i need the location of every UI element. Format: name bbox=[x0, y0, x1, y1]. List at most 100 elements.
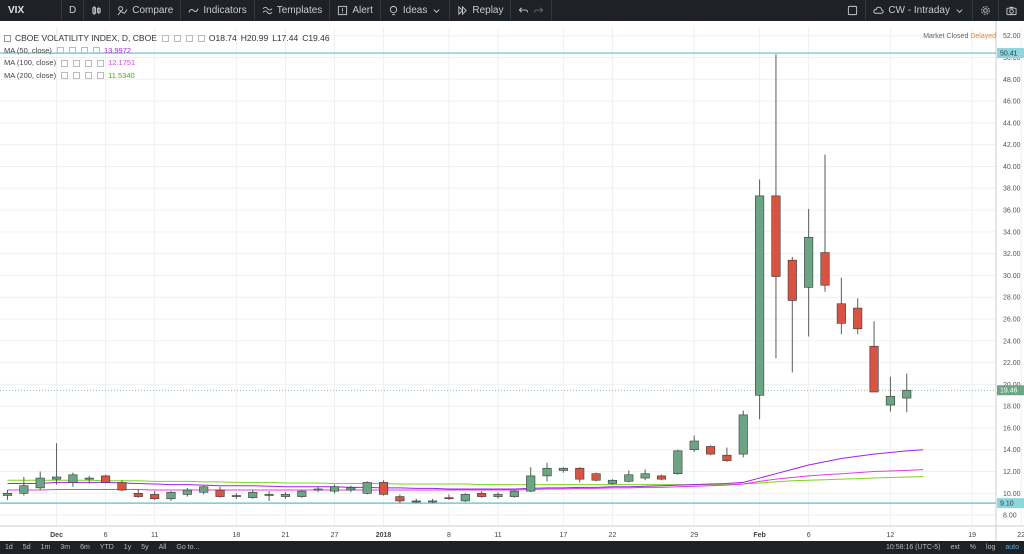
templates-label: Templates bbox=[276, 5, 323, 16]
x-tick-label: 12 bbox=[887, 532, 895, 539]
range-6m[interactable]: 6m bbox=[80, 544, 90, 551]
range-ytd[interactable]: YTD bbox=[99, 544, 114, 551]
indicator-control[interactable] bbox=[73, 59, 81, 67]
x-tick-label: 11 bbox=[151, 532, 158, 539]
templates-button[interactable]: Templates bbox=[255, 0, 331, 21]
indicator-control[interactable] bbox=[73, 72, 81, 80]
symbol-search[interactable]: VIX bbox=[0, 0, 62, 21]
candle-body bbox=[722, 454, 732, 461]
candle-body bbox=[836, 303, 846, 324]
candle-body bbox=[248, 491, 258, 498]
redo-icon[interactable] bbox=[533, 5, 544, 16]
replay-icon bbox=[458, 5, 468, 16]
replay-button[interactable]: Replay bbox=[450, 0, 512, 21]
candle-body bbox=[509, 490, 519, 497]
indicator-control[interactable] bbox=[61, 72, 69, 80]
gear-icon bbox=[981, 6, 990, 15]
alert-button[interactable]: Alert bbox=[330, 0, 381, 21]
legend-ma200[interactable]: MA (200, close) 11.5340 bbox=[4, 70, 330, 83]
range-1m[interactable]: 1m bbox=[40, 544, 51, 551]
indicators-icon bbox=[188, 8, 199, 13]
percent-toggle[interactable]: % bbox=[969, 544, 977, 551]
series-control[interactable] bbox=[173, 34, 181, 42]
y-tick-label: 32.00 bbox=[1003, 251, 1021, 258]
range-3m[interactable]: 3m bbox=[60, 544, 71, 551]
candle-body bbox=[84, 477, 94, 480]
cloud-icon bbox=[873, 6, 884, 14]
ma200-value: 11.5340 bbox=[108, 70, 135, 80]
x-tick-label: 19 bbox=[968, 532, 976, 539]
compare-button[interactable]: Compare bbox=[110, 0, 182, 21]
undo-icon[interactable] bbox=[518, 5, 529, 16]
y-tick-label: 18.00 bbox=[1003, 404, 1021, 411]
indicator-control[interactable] bbox=[85, 59, 93, 67]
candle-body bbox=[558, 467, 568, 471]
ma100-value: 12.1751 bbox=[108, 58, 136, 67]
settings-button[interactable] bbox=[973, 0, 999, 21]
candle-body bbox=[591, 473, 601, 481]
series-control[interactable] bbox=[161, 34, 169, 42]
ideas-button[interactable]: Ideas bbox=[381, 0, 451, 21]
candle-body bbox=[771, 195, 781, 277]
indicators-button[interactable]: Indicators bbox=[181, 0, 255, 21]
chart-type-button[interactable] bbox=[84, 0, 111, 21]
y-tick-label: 16.00 bbox=[1003, 425, 1021, 432]
ext-toggle[interactable]: ext bbox=[950, 544, 960, 551]
candle-body bbox=[640, 473, 650, 479]
range-5d[interactable]: 5d bbox=[22, 544, 31, 551]
candle-body bbox=[182, 489, 192, 495]
log-toggle[interactable]: log bbox=[986, 544, 996, 551]
range-5y[interactable]: 5y bbox=[141, 544, 149, 551]
indicator-control[interactable] bbox=[97, 59, 105, 67]
goto-date-button[interactable]: Go to... bbox=[176, 544, 200, 551]
candle-body bbox=[150, 494, 160, 500]
y-tick-label: 36.00 bbox=[1003, 208, 1021, 215]
price-chart[interactable]: 8.0010.0012.0014.0016.0018.0020.0022.002… bbox=[0, 21, 1024, 541]
undo-redo bbox=[511, 0, 553, 21]
collapse-toggle[interactable] bbox=[4, 34, 11, 42]
fullscreen-button[interactable] bbox=[840, 0, 867, 21]
series-control[interactable] bbox=[185, 34, 193, 42]
level-price-label: 9.10 bbox=[1000, 501, 1014, 508]
top-toolbar: VIX D Compare Indicators Templates Alert… bbox=[0, 0, 1024, 21]
camera-icon bbox=[1006, 6, 1017, 16]
range-1y[interactable]: 1y bbox=[123, 544, 132, 551]
candle-body bbox=[477, 493, 487, 497]
indicator-control[interactable] bbox=[85, 72, 93, 80]
indicator-control[interactable] bbox=[97, 72, 105, 80]
indicator-control[interactable] bbox=[61, 59, 69, 67]
interval-button[interactable]: D bbox=[62, 0, 85, 21]
candle-body bbox=[19, 485, 29, 494]
x-tick-label: 22 bbox=[609, 532, 617, 539]
candle-body bbox=[411, 500, 421, 503]
series-control[interactable] bbox=[197, 34, 205, 42]
legend-ma50[interactable]: MA (50, close) 13.9972 bbox=[4, 45, 330, 58]
candle-body bbox=[460, 494, 470, 502]
square-icon bbox=[848, 5, 858, 16]
candle-body bbox=[820, 252, 830, 286]
indicator-control[interactable] bbox=[92, 47, 100, 55]
candle-body bbox=[133, 493, 143, 497]
layout-label: CW - Intraday bbox=[888, 5, 950, 16]
candle-body bbox=[378, 482, 389, 495]
chevron-down-icon bbox=[433, 9, 440, 13]
layout-button[interactable]: CW - Intraday bbox=[866, 0, 973, 21]
candle-body bbox=[869, 345, 879, 393]
snapshot-button[interactable] bbox=[999, 0, 1024, 21]
candle-body bbox=[542, 467, 552, 477]
chart-area[interactable]: 8.0010.0012.0014.0016.0018.0020.0022.002… bbox=[0, 21, 1024, 541]
indicator-control[interactable] bbox=[68, 47, 76, 55]
indicator-control[interactable] bbox=[80, 47, 88, 55]
candle-body bbox=[738, 414, 748, 455]
series-title: CBOE VOLATILITY INDEX, D, CBOE bbox=[15, 33, 157, 43]
auto-toggle[interactable]: auto bbox=[1005, 544, 1019, 551]
range-1d[interactable]: 1d bbox=[5, 544, 13, 551]
legend-ma100[interactable]: MA (100, close) 12.1751 bbox=[4, 57, 330, 70]
clock-readout[interactable]: 10:58:16 (UTC-5) bbox=[885, 544, 941, 551]
range-all[interactable]: All bbox=[158, 544, 167, 551]
candle-body bbox=[101, 475, 111, 483]
market-status: Market Closed Delayed bbox=[923, 33, 996, 40]
indicator-control[interactable] bbox=[56, 47, 64, 55]
candle-body bbox=[575, 467, 585, 480]
x-tick-label: Feb bbox=[753, 532, 765, 539]
